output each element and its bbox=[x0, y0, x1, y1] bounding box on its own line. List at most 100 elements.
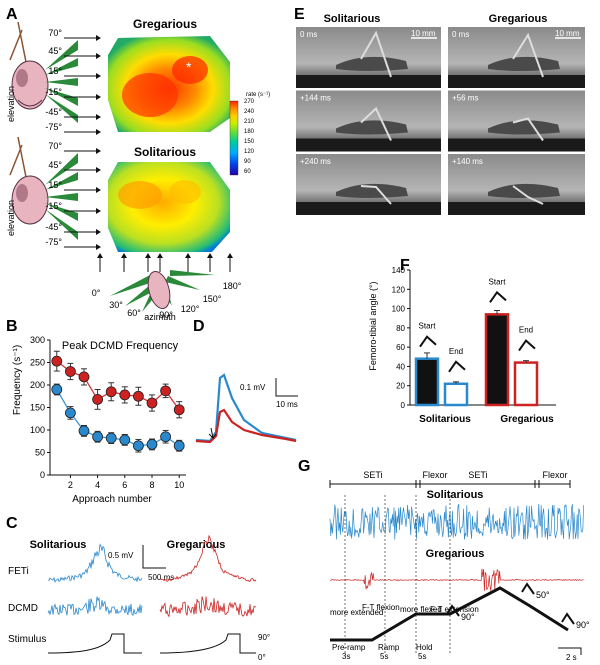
chart-f-bar bbox=[414, 357, 440, 407]
panel-label-a: A bbox=[6, 6, 18, 23]
colorbar-tick-label: 90 bbox=[244, 159, 251, 165]
azimuth-arrowhead bbox=[207, 253, 213, 258]
g-scale-time: 2 s bbox=[566, 653, 577, 662]
g-step-label: 3s bbox=[342, 652, 350, 661]
elevation-tick-label: 70° bbox=[48, 141, 62, 151]
chart-b-ytick-label: 150 bbox=[30, 403, 45, 413]
chart-f-bar-label: End bbox=[519, 326, 533, 335]
elevation-tick-label: -15° bbox=[45, 201, 62, 211]
e-locust-body bbox=[488, 56, 560, 71]
g-segment-label: Flexor bbox=[422, 470, 447, 480]
chart-b-ytick-label: 300 bbox=[30, 335, 45, 345]
chart-f-leg-icon bbox=[419, 335, 437, 348]
elevation-arrowhead bbox=[96, 129, 101, 135]
chart-b-point-solitarious bbox=[146, 438, 158, 450]
locust-head-illustration-sol bbox=[9, 136, 78, 240]
elevation-arrowhead bbox=[96, 114, 101, 120]
elevation-arrowhead bbox=[96, 35, 101, 41]
chart-f-leg-icon bbox=[518, 339, 536, 352]
g-step-label: 5s bbox=[380, 652, 388, 661]
c-traces bbox=[47, 534, 257, 654]
c-angle-hi: 90° bbox=[258, 633, 270, 642]
g-angle-label: 90° bbox=[576, 620, 590, 630]
chart-b-point-gregarious bbox=[78, 371, 90, 383]
panel-label-f: F bbox=[400, 257, 410, 274]
azimuth-arrowhead bbox=[227, 253, 233, 258]
e-frame-floor bbox=[296, 138, 441, 152]
chart-b-ytick-label: 100 bbox=[30, 425, 45, 435]
c-title-solitarious: Solitarious bbox=[30, 539, 87, 551]
g-segment-label: SETi bbox=[363, 470, 382, 480]
chart-b-fit-line-gregarious bbox=[56, 360, 180, 411]
azimuth-arrows bbox=[97, 253, 233, 272]
elevation-arrowhead bbox=[96, 208, 101, 214]
g-step-label: Pre-ramp bbox=[332, 643, 366, 652]
elevation-arrowhead bbox=[96, 148, 101, 154]
elevation-arrowhead bbox=[96, 73, 101, 79]
chart-b-point-gregarious bbox=[105, 386, 117, 398]
elevation-label-greg: elevation bbox=[6, 86, 16, 122]
e-frame-floor bbox=[296, 75, 441, 88]
colorbar-tick-label: 270 bbox=[244, 99, 255, 105]
g-title-solitarious: Solitarious bbox=[427, 489, 484, 501]
panel-a: elevation 70° 45° 15° -15° -45° -75° Gregario… bbox=[6, 17, 270, 322]
chart-f-group-label: Gregarious bbox=[500, 414, 554, 425]
e-frame-time: 0 ms bbox=[452, 30, 469, 39]
chart-b-title: Peak DCMD Frequency bbox=[62, 340, 179, 352]
e-locust-hindleg bbox=[512, 32, 544, 78]
e-frame-time: +140 ms bbox=[452, 157, 483, 166]
elevation-tick-label: 70° bbox=[48, 28, 62, 38]
c-angle-lo: 0° bbox=[258, 653, 266, 662]
g-leg-icon bbox=[446, 604, 460, 617]
e-frame-time: 0 ms bbox=[300, 30, 317, 39]
g-scalebar bbox=[558, 647, 582, 655]
g-angle-trace bbox=[330, 586, 569, 642]
e-frame-floor bbox=[448, 75, 585, 88]
chart-b-xlabel: Approach number bbox=[72, 494, 152, 505]
chart-f-bar bbox=[443, 382, 469, 407]
e-locust-body bbox=[336, 120, 408, 135]
g-trace-gregarious bbox=[329, 568, 584, 592]
elevation-arrowhead bbox=[96, 167, 101, 173]
e-frame-floor bbox=[448, 138, 585, 152]
chart-f-ytick-label: 20 bbox=[396, 382, 405, 391]
azimuth-tick-label: 180° bbox=[223, 281, 242, 291]
c-scalebar bbox=[142, 545, 166, 569]
colorbar-tick-label: 210 bbox=[244, 119, 255, 125]
elevation-tick-label: 45° bbox=[48, 46, 62, 56]
chart-b-point-gregarious bbox=[51, 355, 63, 367]
panel-label-g: G bbox=[298, 458, 310, 475]
azimuth-arrowhead bbox=[157, 253, 163, 258]
g-segment-label: SETi bbox=[468, 470, 487, 480]
c-row-dcmd: DCMD bbox=[8, 603, 38, 614]
chart-b-xtick-label: 6 bbox=[122, 480, 127, 490]
chart-b-point-solitarious bbox=[92, 431, 103, 443]
chart-f-group-label: Solitarious bbox=[419, 414, 471, 425]
d-trace-gregarious bbox=[195, 408, 297, 444]
title-solitarious-map: Solitarious bbox=[134, 145, 196, 159]
locust-head-azimuth bbox=[110, 270, 215, 312]
chart-f-ytick-label: 120 bbox=[392, 285, 406, 294]
max-response-star: * bbox=[186, 59, 192, 75]
panel-label-d: D bbox=[193, 318, 205, 335]
chart-f-bar-label: End bbox=[449, 347, 463, 356]
c-feti-trace-solitarious bbox=[47, 543, 143, 583]
azimuth-tick-label: 120° bbox=[181, 304, 200, 314]
g-angle-label: 90° bbox=[461, 612, 475, 622]
elevation-tick-label: 15° bbox=[48, 66, 62, 76]
title-gregarious-map: Gregarious bbox=[133, 17, 197, 31]
locust-head-illustration-greg bbox=[9, 21, 78, 123]
chart-b-point-solitarious bbox=[51, 384, 63, 395]
azimuth-ticks: 0° 30° 60° 90° 120°150°180° bbox=[92, 281, 242, 320]
e-locust-body bbox=[336, 56, 408, 71]
e-frame-time: +56 ms bbox=[452, 94, 478, 103]
chart-b-ylabel: Frequency (s⁻¹) bbox=[12, 345, 23, 415]
azimuth-arrowhead bbox=[185, 253, 191, 258]
chart-b-ytick-label: 250 bbox=[30, 358, 45, 368]
e-locust-hindleg bbox=[360, 185, 392, 205]
panel-f-chart: Femoro-tibial angle (°) 0 20 40 60 80 100 120 1… bbox=[368, 266, 556, 425]
azimuth-label: azimuth bbox=[144, 312, 176, 322]
c-scale-voltage: 0.5 mV bbox=[108, 551, 134, 560]
colorbar-title: rate (s⁻¹) bbox=[246, 92, 270, 98]
